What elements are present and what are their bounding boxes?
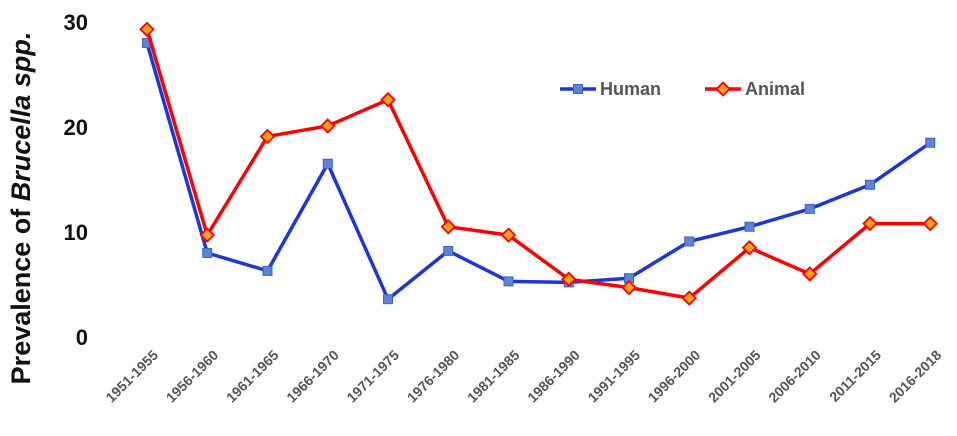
series-animal bbox=[139, 21, 939, 306]
y-tick-label: 20 bbox=[64, 115, 88, 140]
data-point bbox=[319, 118, 336, 134]
data-point bbox=[199, 227, 216, 243]
x-tick-label: 1981-1985 bbox=[464, 347, 523, 406]
series-layer bbox=[139, 21, 939, 306]
data-point bbox=[262, 265, 273, 276]
data-point bbox=[925, 137, 936, 148]
x-tick-label: 2016-2018 bbox=[886, 347, 945, 406]
data-point bbox=[440, 218, 457, 235]
legend-marker bbox=[573, 84, 583, 94]
y-axis-label: Prevalence of Brucella spp. bbox=[6, 32, 36, 385]
x-tick-label: 1956-1960 bbox=[163, 347, 222, 406]
data-point bbox=[202, 248, 213, 258]
data-point bbox=[500, 227, 517, 243]
legend-label: Animal bbox=[745, 79, 805, 99]
x-tick-label: 1991-1995 bbox=[584, 347, 643, 406]
data-point bbox=[801, 266, 818, 282]
x-tick-label: 2011-2015 bbox=[826, 347, 884, 405]
x-tick-label: 2006-2010 bbox=[765, 347, 824, 406]
data-point bbox=[681, 290, 698, 306]
data-point bbox=[383, 294, 393, 305]
series-human bbox=[142, 38, 936, 305]
y-tick-label: 0 bbox=[76, 325, 88, 350]
legend-item-animal: Animal bbox=[705, 79, 805, 99]
data-point bbox=[621, 279, 637, 296]
x-tick-label: 1971-1975 bbox=[343, 347, 402, 406]
x-axis-ticks: 1951-1955 1956-1960 1961-1965 1966-1970 1971… bbox=[102, 347, 944, 406]
series-line bbox=[145, 42, 932, 301]
legend: Human Animal bbox=[560, 79, 805, 99]
legend-label: Human bbox=[600, 79, 661, 99]
x-tick-label: 1966-1970 bbox=[283, 347, 342, 406]
data-point bbox=[865, 179, 875, 190]
data-point bbox=[560, 271, 577, 288]
data-point bbox=[804, 203, 815, 214]
x-tick-label: 1961-1965 bbox=[223, 347, 282, 406]
data-point bbox=[862, 215, 878, 232]
data-point bbox=[259, 128, 276, 145]
data-point bbox=[744, 221, 755, 232]
x-tick-label: 1951-1955 bbox=[102, 347, 161, 406]
data-point bbox=[741, 239, 758, 256]
data-point bbox=[503, 276, 514, 287]
data-point bbox=[322, 158, 333, 169]
series-line bbox=[145, 28, 931, 300]
data-point bbox=[139, 21, 155, 38]
y-axis-ticks: 0 10 20 30 bbox=[64, 10, 88, 350]
x-tick-label: 2001-2005 bbox=[705, 347, 764, 406]
x-tick-label: 1996-2000 bbox=[645, 347, 704, 406]
x-tick-label: 1976-1980 bbox=[404, 347, 463, 406]
x-tick-label: 1986-1990 bbox=[524, 347, 583, 406]
y-tick-label: 30 bbox=[64, 10, 88, 35]
data-point bbox=[443, 245, 454, 256]
data-point bbox=[380, 91, 396, 108]
data-point bbox=[922, 215, 939, 232]
legend-item-human: Human bbox=[560, 79, 661, 99]
y-tick-label: 10 bbox=[64, 220, 88, 245]
data-point bbox=[684, 236, 695, 247]
legend-marker bbox=[715, 81, 731, 97]
